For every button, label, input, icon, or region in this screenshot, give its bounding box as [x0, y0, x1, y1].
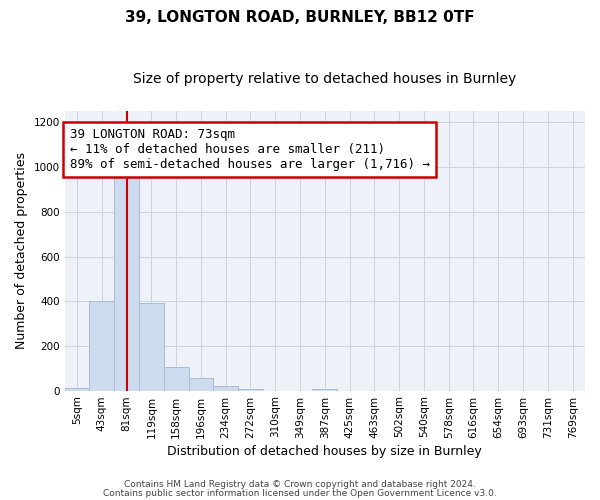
Bar: [214, 386, 238, 390]
Bar: [65, 388, 89, 390]
Y-axis label: Number of detached properties: Number of detached properties: [15, 152, 28, 350]
Text: Contains HM Land Registry data © Crown copyright and database right 2024.: Contains HM Land Registry data © Crown c…: [124, 480, 476, 489]
Text: Contains public sector information licensed under the Open Government Licence v3: Contains public sector information licen…: [103, 488, 497, 498]
Bar: [139, 304, 164, 390]
X-axis label: Distribution of detached houses by size in Burnley: Distribution of detached houses by size …: [167, 444, 482, 458]
Text: 39, LONGTON ROAD, BURNLEY, BB12 0TF: 39, LONGTON ROAD, BURNLEY, BB12 0TF: [125, 10, 475, 25]
Bar: [164, 367, 188, 390]
Bar: [188, 378, 214, 390]
Text: 39 LONGTON ROAD: 73sqm
← 11% of detached houses are smaller (211)
89% of semi-de: 39 LONGTON ROAD: 73sqm ← 11% of detached…: [70, 128, 430, 171]
Bar: [89, 301, 114, 390]
Bar: [114, 178, 139, 390]
Title: Size of property relative to detached houses in Burnley: Size of property relative to detached ho…: [133, 72, 517, 86]
